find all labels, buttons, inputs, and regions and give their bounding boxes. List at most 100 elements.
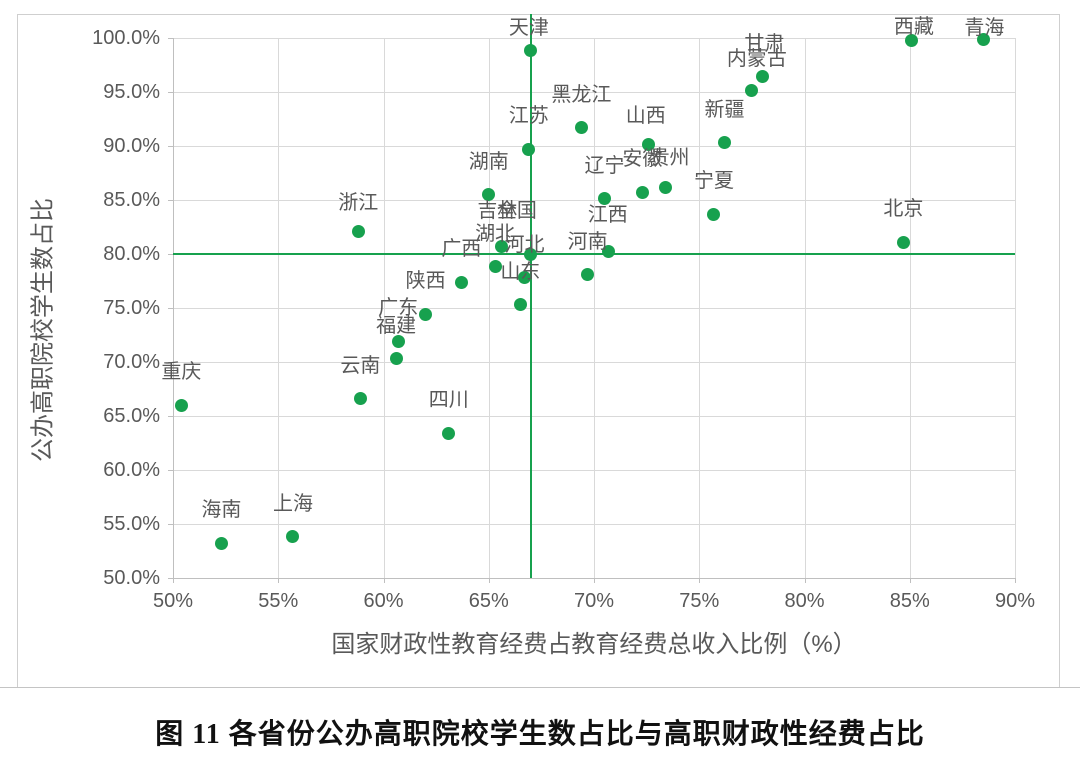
y-tick-mark (168, 578, 173, 579)
x-gridline (488, 38, 490, 578)
x-tick-label: 65% (468, 590, 509, 612)
scatter-point (524, 247, 538, 261)
scatter-point (522, 142, 536, 156)
x-tick-mark (594, 578, 595, 583)
scatter-point (482, 188, 496, 202)
x-gridline (383, 38, 385, 578)
y-tick-label: 85.0% (103, 189, 160, 211)
point-label: 内蒙古 (726, 47, 787, 70)
x-gridline (699, 38, 701, 578)
point-label: 北京 (883, 198, 924, 221)
scatter-point (642, 138, 656, 152)
y-tick-label: 90.0% (103, 135, 160, 157)
point-label: 陕西 (405, 270, 446, 293)
point-label: 山东 (500, 260, 541, 283)
point-label: 西藏 (893, 16, 934, 39)
y-tick-label: 55.0% (103, 513, 160, 535)
scatter-point (488, 260, 502, 274)
x-tick-mark (383, 578, 385, 583)
scatter-point (707, 207, 721, 221)
scatter-point (659, 180, 673, 194)
x-gridline (804, 38, 806, 578)
x-axis-line (173, 578, 1015, 579)
scatter-point (524, 44, 538, 58)
point-label: 天津 (508, 16, 549, 39)
x-gridline (1015, 38, 1016, 578)
scatter-point (442, 426, 456, 440)
scatter-point (351, 224, 365, 238)
scatter-point (602, 245, 616, 259)
page-separator-line (0, 687, 1080, 688)
point-label: 全国 (496, 200, 537, 222)
scatter-point (513, 298, 527, 312)
scatter-point (905, 33, 919, 47)
scatter-point (391, 334, 405, 348)
reference-line-horizontal (173, 253, 1015, 255)
point-label: 云南 (340, 354, 381, 377)
point-label: 湖南 (468, 150, 509, 173)
scatter-point (353, 392, 367, 406)
y-tick-mark (168, 416, 173, 417)
point-label: 湖北 (475, 222, 516, 245)
point-label: 黑龙江 (551, 83, 612, 106)
point-label: 广东 (378, 297, 419, 320)
point-label: 辽宁 (584, 154, 625, 177)
scatter-point (581, 268, 595, 282)
scatter-point (286, 530, 300, 544)
x-tick-label: 50% (152, 590, 194, 612)
y-tick-label: 100.0% (92, 27, 160, 49)
scatter-point (976, 32, 990, 46)
x-tick-label: 60% (363, 590, 404, 612)
y-tick-mark (168, 146, 173, 147)
point-label: 山西 (625, 104, 666, 127)
point-label: 青海 (964, 17, 1005, 40)
point-label: 海南 (201, 499, 242, 522)
scatter-point (598, 192, 612, 206)
scatter-point (419, 307, 433, 321)
y-tick-mark (168, 38, 173, 39)
y-axis-title: 公办高职院校学生数占比 (29, 198, 57, 462)
y-axis-line (173, 38, 174, 578)
x-gridline (909, 38, 911, 578)
scatter-point (635, 185, 649, 199)
scatter-point (494, 239, 508, 253)
x-gridline (278, 38, 280, 578)
point-label: 安徽 (622, 148, 663, 171)
figure-caption: 图 11 各省份公办高职院校学生数占比与高职财政性经费占比 (155, 719, 925, 750)
x-tick-label: 90% (994, 590, 1036, 612)
point-label: 宁夏 (693, 170, 734, 193)
point-label: 甘肃 (744, 32, 785, 55)
y-tick-label: 50.0% (103, 567, 160, 589)
y-tick-mark (168, 470, 173, 471)
y-tick-mark (168, 362, 173, 363)
x-tick-mark (278, 578, 280, 583)
y-tick-label: 95.0% (103, 81, 160, 103)
point-label: 新疆 (704, 98, 745, 121)
point-label: 河南 (567, 230, 608, 253)
scatter-point (574, 121, 588, 135)
x-tick-label: 70% (573, 590, 615, 612)
scatter-point (389, 352, 403, 366)
point-label: 江苏 (508, 105, 549, 128)
x-tick-label: 75% (679, 590, 720, 612)
point-label: 浙江 (338, 192, 379, 215)
point-label: 上海 (272, 492, 313, 515)
x-axis-title: 国家财政性教育经费占教育经费总收入比例（%） (331, 631, 857, 658)
y-tick-mark (168, 254, 173, 255)
x-tick-mark (1015, 578, 1016, 583)
point-label: 江西 (587, 203, 628, 226)
scatter-point (518, 271, 532, 285)
y-tick-label: 75.0% (103, 297, 160, 319)
y-tick-label: 65.0% (103, 405, 160, 427)
point-label: 广西 (441, 238, 482, 261)
y-tick-mark (168, 308, 173, 309)
scatter-point (718, 136, 731, 150)
y-tick-mark (168, 524, 173, 525)
y-tick-label: 70.0% (103, 351, 160, 373)
point-label: 四川 (428, 389, 469, 412)
reference-line-vertical (529, 14, 532, 578)
x-tick-label: 55% (258, 590, 299, 612)
scatter-point (896, 235, 910, 249)
scatter-point (454, 275, 468, 289)
